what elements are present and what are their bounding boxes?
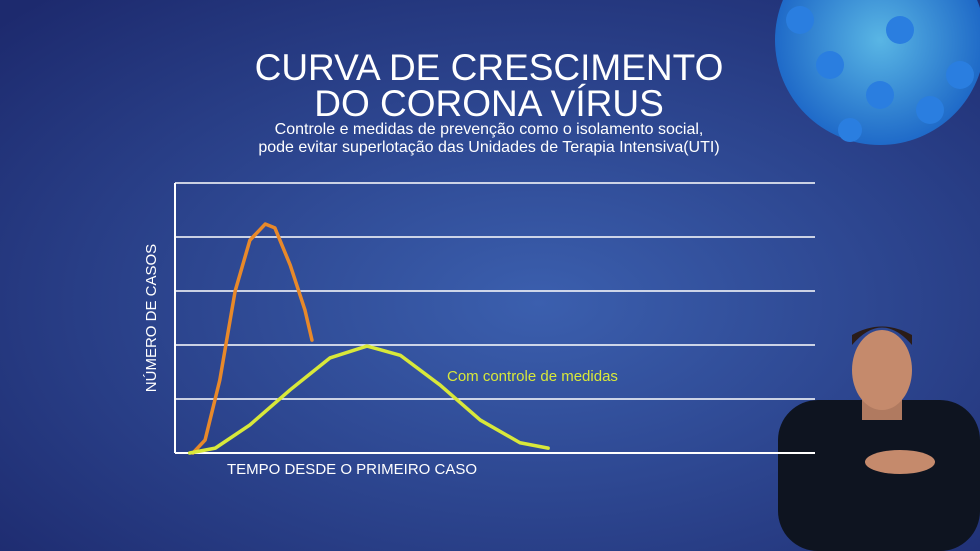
series-line <box>191 222 314 455</box>
series-line <box>187 344 550 455</box>
presenter <box>778 326 980 551</box>
y-axis-label: NÚMERO DE CASOS <box>143 244 160 392</box>
subtitle: pode evitar superlotação das Unidades de… <box>258 139 719 156</box>
series-label: Com controle de medidas <box>447 368 618 385</box>
virus-illustration <box>775 0 980 145</box>
subtitle: Controle e medidas de prevenção como o i… <box>275 121 704 138</box>
chart-title: DO CORONA VÍRUS <box>314 83 664 124</box>
chart-title: CURVA DE CRESCIMENTO <box>255 47 724 88</box>
x-axis-label: TEMPO DESDE O PRIMEIRO CASO <box>227 461 477 478</box>
